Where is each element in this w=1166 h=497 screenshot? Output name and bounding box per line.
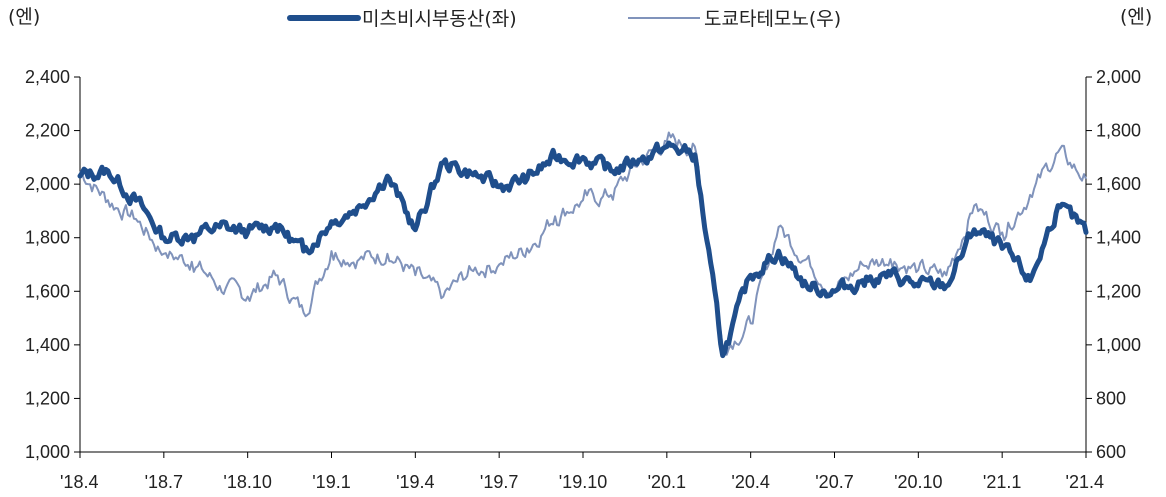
x-axis-tick-label: '18.4 [60, 472, 98, 492]
right-axis-tick-label: 1,200 [1096, 281, 1141, 301]
x-axis-tick-label: '21.4 [1066, 472, 1104, 492]
axes: 1,000 1,200 1,400 1,600 1,800 2,000 2,200 2,400… [25, 67, 1141, 492]
left-axis-tick-label: 1,800 [25, 228, 70, 248]
right-axis-unit: (엔) [1120, 6, 1152, 28]
right-axis-tick-label: 1,800 [1096, 121, 1141, 141]
left-axis-tick-label: 1,600 [25, 281, 70, 301]
series-line-mitsubishi [77, 140, 1089, 359]
left-axis-tick-label: 1,200 [25, 388, 70, 408]
x-axis-tick-label: '19.10 [559, 472, 607, 492]
series-layer [77, 131, 1089, 359]
left-axis-tick-label: 2,200 [25, 121, 70, 141]
right-axis-tick-label: 600 [1096, 442, 1126, 462]
x-axis-tick-label: '19.1 [312, 472, 350, 492]
legend-label-mitsubishi: 미츠비시부동산(좌) [362, 8, 517, 30]
left-axis-tick-label: 2,000 [25, 174, 70, 194]
x-axis-tick-label: '19.7 [480, 472, 518, 492]
right-axis-tick-label: 1,400 [1096, 228, 1141, 248]
left-axis-tick-label: 1,400 [25, 335, 70, 355]
x-axis-tick-label: '20.7 [815, 472, 853, 492]
x-axis-tick-label: '19.4 [396, 472, 434, 492]
legend-label-tokyo-tatemono: 도쿄타테모노(우) [704, 8, 841, 30]
x-axis-tick-label: '20.10 [894, 472, 942, 492]
left-axis-tick-label: 2,400 [25, 67, 70, 87]
x-axis-tick-label: '18.10 [223, 472, 271, 492]
right-axis-tick-label: 1,600 [1096, 174, 1141, 194]
right-axis-tick-label: 2,000 [1096, 67, 1141, 87]
legend: 미츠비시부동산(좌) 도쿄타테모노(우) [287, 8, 841, 30]
left-axis-tick-label: 1,000 [25, 442, 70, 462]
left-axis-unit: (엔) [8, 6, 40, 28]
x-axis-tick-label: '21.1 [983, 472, 1021, 492]
x-axis-tick-label: '18.7 [145, 472, 183, 492]
x-axis-tick-label: '20.1 [648, 472, 686, 492]
series-line-tokyo-tatemono [79, 131, 1087, 356]
x-axis-tick-label: '20.4 [731, 472, 769, 492]
right-axis-tick-label: 1,000 [1096, 335, 1141, 355]
right-axis-tick-label: 800 [1096, 388, 1126, 408]
